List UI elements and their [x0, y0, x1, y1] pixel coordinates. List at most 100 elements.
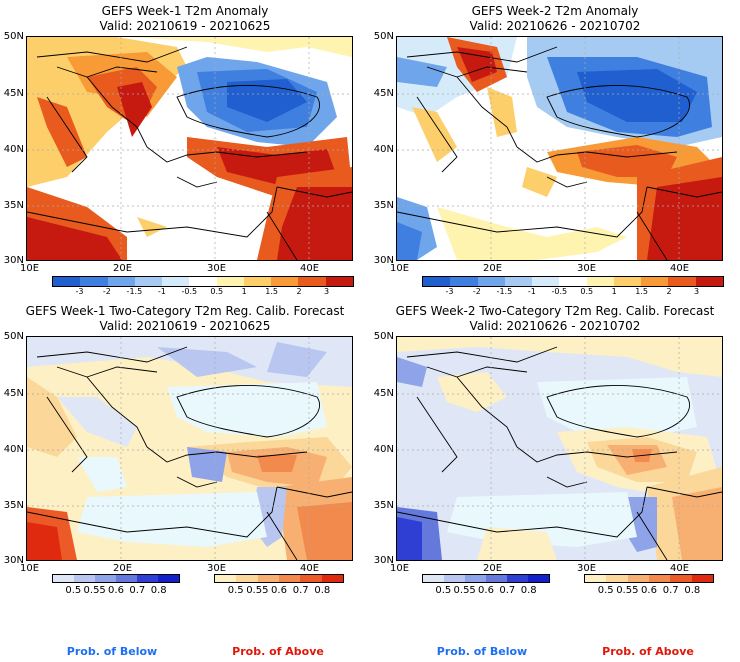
colorbar-swatch [641, 277, 669, 286]
colorbar-swatch [158, 575, 179, 582]
colorbar-tick-label: 0.55 [616, 585, 639, 596]
colorbar-tick-label: -3 [445, 287, 454, 296]
colorbar-swatch [278, 575, 301, 582]
lat-label: 50N [373, 331, 394, 342]
lat-label: 40N [373, 444, 394, 455]
prob-above-labels: 0.5 0.55 0.6 0.7 0.8 [214, 585, 344, 596]
prob-below-colorbar [52, 574, 180, 583]
lon-label: 30E [207, 263, 227, 274]
colorbar-swatch [321, 575, 343, 582]
anomaly-colorbar-labels: -3 -2 -1.5 -1 -0.5 0.5 1 1.5 2 3 [422, 287, 724, 297]
colorbar-tick-label: 0.6 [641, 585, 657, 596]
colorbar-tick-label: -1 [157, 287, 166, 296]
lon-label: 30E [577, 563, 597, 574]
colorbar-swatch [465, 575, 486, 582]
colorbar-tick-label: 0.6 [108, 585, 124, 596]
colorbar-tick-label: 0.5 [597, 585, 614, 596]
lon-label: 20E [113, 563, 133, 574]
lat-label: 50N [373, 31, 394, 42]
colorbar-swatch [668, 277, 696, 286]
colorbar-swatch [559, 277, 587, 286]
lon-label: 10E [390, 263, 410, 274]
legend-prob-above: Prob. of Above [602, 645, 694, 658]
colorbar-tick-label: 0.6 [271, 585, 287, 596]
lat-label: 45N [373, 88, 394, 99]
colorbar-swatch [613, 277, 642, 286]
colorbar-swatch [627, 575, 649, 582]
lat-label: 30N [373, 255, 394, 266]
colorbar-swatch [137, 575, 158, 582]
colorbar-swatch [216, 277, 244, 286]
colorbar-swatch [504, 277, 533, 286]
prob-below-colorbar [422, 574, 550, 583]
anomaly-colorbar [422, 276, 724, 287]
colorbar-tick-label: 0.55 [453, 585, 476, 596]
colorbar-swatch [532, 277, 560, 286]
panel-title: GEFS Week-2 Two-Category T2m Reg. Calib.… [395, 304, 715, 318]
colorbar-swatch [300, 575, 322, 582]
map-week2-probability [396, 336, 723, 561]
colorbar-tick-label: 0.8 [314, 585, 331, 596]
lat-label: 30N [373, 555, 394, 566]
colorbar-tick-label: -1.5 [126, 287, 143, 296]
probability-field [397, 337, 722, 560]
colorbar-swatch [507, 575, 528, 582]
colorbar-swatch [215, 575, 237, 582]
legend-prob-above: Prob. of Above [232, 645, 324, 658]
colorbar-tick-label: 0.7 [292, 585, 309, 596]
colorbar-swatch [271, 277, 299, 286]
colorbar-swatch [670, 575, 692, 582]
colorbar-tick-label: 0.6 [478, 585, 494, 596]
colorbar-tick-label: 0.8 [520, 585, 537, 596]
prob-above-colorbar [214, 574, 344, 583]
lon-label: 40E [300, 263, 320, 274]
colorbar-swatch [528, 575, 549, 582]
colorbar-swatch [606, 575, 628, 582]
lat-label: 35N [373, 500, 394, 511]
colorbar-tick-label: 0.5 [580, 287, 594, 296]
colorbar-tick-label: -1 [527, 287, 536, 296]
lat-label: 45N [3, 388, 24, 399]
legend-prob-below: Prob. of Below [436, 645, 528, 658]
panel-valid-dates: Valid: 20210626 - 20210702 [469, 319, 641, 333]
colorbar-swatch [648, 575, 671, 582]
panel-week2-anomaly: GEFS Week-2 T2m Anomaly Valid: 20210626 … [370, 0, 740, 300]
colorbar-tick-label: 1 [611, 287, 617, 296]
colorbar-tick-label: 2 [296, 287, 302, 296]
colorbar-swatch [74, 575, 95, 582]
colorbar-swatch [444, 575, 465, 582]
lon-label: 40E [670, 263, 690, 274]
colorbar-swatch [325, 277, 353, 286]
colorbar-tick-label: 0.5 [227, 585, 244, 596]
lat-label: 45N [3, 88, 24, 99]
colorbar-tick-label: 0.7 [662, 585, 679, 596]
colorbar-tick-label: 0.5 [65, 585, 82, 596]
panel-title: GEFS Week-1 Two-Category T2m Reg. Calib.… [25, 304, 345, 318]
colorbar-swatch [695, 277, 723, 286]
colorbar-swatch [450, 277, 478, 286]
colorbar-tick-label: 3 [693, 287, 700, 296]
prob-above-colorbar [584, 574, 714, 583]
anomaly-field [397, 37, 722, 260]
colorbar-tick-label: -2 [102, 287, 111, 296]
prob-above-labels: 0.5 0.55 0.6 0.7 0.8 [584, 585, 714, 596]
anomaly-colorbar [52, 276, 354, 287]
lat-label: 30N [3, 555, 24, 566]
colorbar-swatch [116, 575, 137, 582]
colorbar-tick-label: 0.5 [435, 585, 452, 596]
colorbar-swatch [298, 277, 326, 286]
lat-label: 35N [3, 200, 24, 211]
anomaly-colorbar-labels: -3 -2 -1.5 -1 -0.5 0.5 1 1.5 2 3 [52, 287, 354, 297]
lat-label: 45N [373, 388, 394, 399]
lat-label: 35N [373, 200, 394, 211]
lon-label: 20E [113, 263, 133, 274]
colorbar-tick-label: 1 [241, 287, 247, 296]
probability-field [27, 337, 352, 560]
colorbar-swatch [236, 575, 258, 582]
panel-valid-dates: Valid: 20210619 - 20210625 [99, 319, 271, 333]
colorbar-swatch [189, 277, 217, 286]
prob-below-labels: 0.5 0.55 0.6 0.7 0.8 [52, 585, 180, 596]
panel-week1-probability: GEFS Week-1 Two-Category T2m Reg. Calib.… [0, 300, 370, 600]
colorbar-swatch [95, 575, 116, 582]
colorbar-swatch [423, 277, 451, 286]
